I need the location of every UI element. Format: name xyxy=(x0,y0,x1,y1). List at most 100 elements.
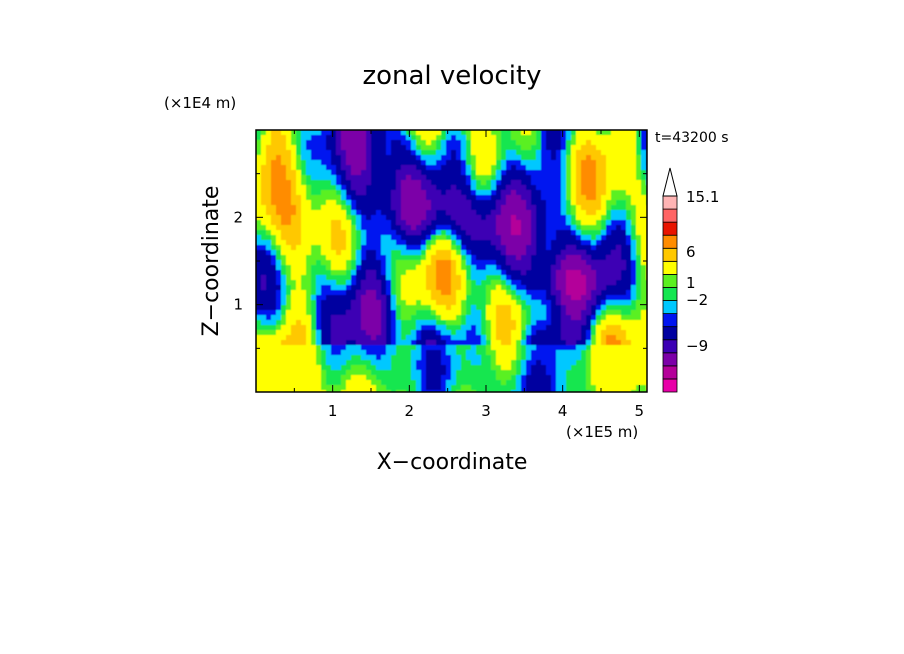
field-cell xyxy=(641,140,647,146)
field-cell xyxy=(361,145,367,151)
field-cell xyxy=(386,325,392,331)
field-cell xyxy=(296,345,302,351)
field-cell xyxy=(601,370,607,376)
field-cell xyxy=(536,195,542,201)
field-cell xyxy=(436,235,442,241)
field-cell xyxy=(496,200,502,206)
field-cell xyxy=(576,365,582,371)
field-cell xyxy=(321,355,327,361)
field-cell xyxy=(361,195,367,201)
field-cell xyxy=(566,140,572,146)
field-cell xyxy=(411,225,417,231)
field-cell xyxy=(626,230,632,236)
field-cell xyxy=(626,365,632,371)
field-cell xyxy=(626,260,632,266)
field-cell xyxy=(321,155,327,161)
field-cell xyxy=(321,160,327,166)
field-cell xyxy=(511,145,517,151)
field-cell xyxy=(461,360,467,366)
field-cell xyxy=(571,250,577,256)
field-cell xyxy=(541,330,547,336)
field-cell xyxy=(576,200,582,206)
field-cell xyxy=(271,150,277,156)
field-cell xyxy=(566,155,572,161)
field-cell xyxy=(331,245,337,251)
field-cell xyxy=(436,205,442,211)
field-cell xyxy=(541,305,547,311)
field-cell xyxy=(331,215,337,221)
field-cell xyxy=(361,220,367,226)
field-cell xyxy=(416,300,422,306)
field-cell xyxy=(501,230,507,236)
field-cell xyxy=(606,290,612,296)
field-cell xyxy=(596,235,602,241)
field-cell xyxy=(601,280,607,286)
field-cell xyxy=(296,250,302,256)
field-cell xyxy=(466,260,472,266)
field-cell xyxy=(561,230,567,236)
field-cell xyxy=(286,385,292,391)
field-cell xyxy=(636,155,642,161)
field-cell xyxy=(541,315,547,321)
field-cell xyxy=(556,130,562,136)
field-cell xyxy=(351,305,357,311)
field-cell xyxy=(376,300,382,306)
field-cell xyxy=(631,240,637,246)
field-cell xyxy=(616,330,622,336)
field-cell xyxy=(256,160,262,166)
field-cell xyxy=(256,230,262,236)
field-cell xyxy=(606,355,612,361)
field-cell xyxy=(551,155,557,161)
field-cell xyxy=(276,325,282,331)
field-cell xyxy=(391,310,397,316)
field-cell xyxy=(526,275,532,281)
field-cell xyxy=(336,210,342,216)
field-cell xyxy=(301,140,307,146)
field-cell xyxy=(631,300,637,306)
field-cell xyxy=(451,230,457,236)
field-cell xyxy=(561,265,567,271)
field-cell xyxy=(591,260,597,266)
field-cell xyxy=(371,390,377,392)
field-cell xyxy=(381,325,387,331)
colorbar-segment xyxy=(662,313,678,328)
field-cell xyxy=(486,195,492,201)
field-cell xyxy=(431,230,437,236)
field-cell xyxy=(341,210,347,216)
field-cell xyxy=(371,290,377,296)
field-cell xyxy=(391,190,397,196)
field-cell xyxy=(556,280,562,286)
field-cell xyxy=(586,220,592,226)
field-cell xyxy=(466,280,472,286)
field-cell xyxy=(326,165,332,171)
field-cell xyxy=(436,295,442,301)
field-cell xyxy=(306,190,312,196)
field-cell xyxy=(596,150,602,156)
field-cell xyxy=(581,330,587,336)
field-cell xyxy=(471,130,477,136)
field-cell xyxy=(296,150,302,156)
field-cell xyxy=(416,165,422,171)
field-cell xyxy=(286,305,292,311)
field-cell xyxy=(421,385,427,391)
field-cell xyxy=(526,180,532,186)
field-cell xyxy=(361,265,367,271)
field-cell xyxy=(436,280,442,286)
field-cell xyxy=(271,130,277,136)
field-cell xyxy=(456,130,462,136)
field-cell xyxy=(386,365,392,371)
field-cell xyxy=(516,275,522,281)
x-axis-title: X−coordinate xyxy=(377,450,528,475)
field-cell xyxy=(541,265,547,271)
field-cell xyxy=(641,355,647,361)
field-cell xyxy=(351,215,357,221)
field-cell xyxy=(491,275,497,281)
field-cell xyxy=(466,215,472,221)
field-cell xyxy=(456,390,462,392)
field-cell xyxy=(566,190,572,196)
field-cell xyxy=(531,320,537,326)
field-cell xyxy=(526,140,532,146)
field-cell xyxy=(461,165,467,171)
field-cell xyxy=(301,375,307,381)
field-cell xyxy=(406,320,412,326)
